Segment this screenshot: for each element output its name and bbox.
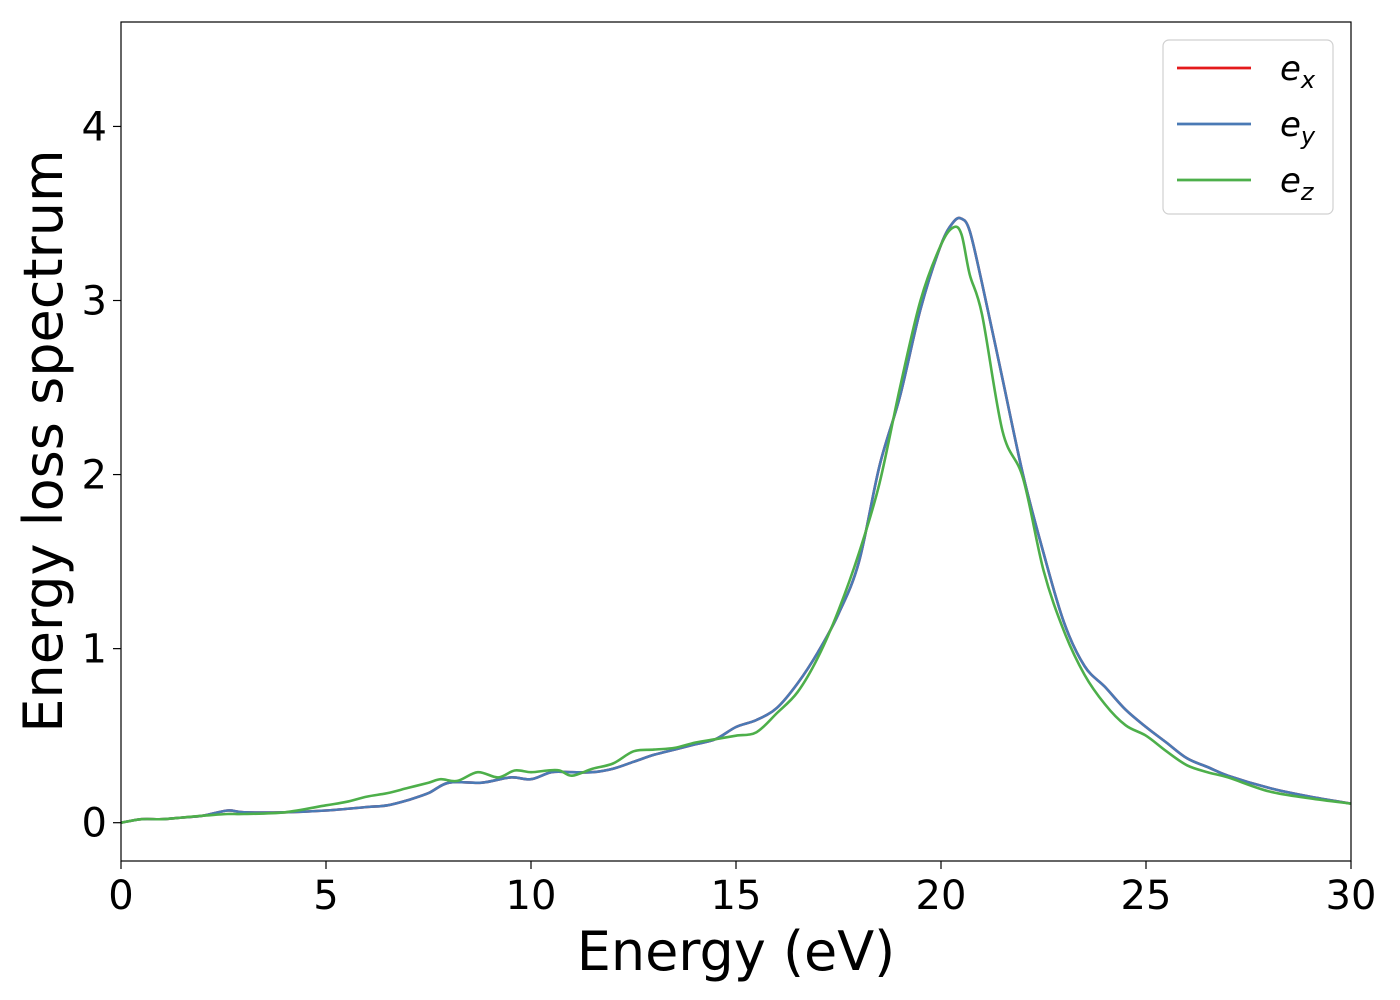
legend-label-z: ez — [1280, 161, 1315, 206]
series-line-y — [120, 216, 1352, 824]
y-tick-label: 3 — [82, 279, 107, 325]
y-tick-label: 0 — [82, 801, 107, 847]
legend-label-x: ex — [1280, 49, 1316, 94]
legend: ex ey ez — [1162, 39, 1334, 215]
y-axis-label: Energy loss spectrum — [12, 149, 75, 732]
series-lines — [120, 216, 1352, 824]
x-tick-label: 20 — [916, 873, 967, 919]
x-tick-label: 5 — [313, 873, 338, 919]
y-tick-label: 1 — [82, 627, 107, 673]
series-line-z — [120, 225, 1352, 824]
x-axis-label: Energy (eV) — [577, 920, 896, 983]
x-tick-label: 30 — [1326, 873, 1377, 919]
x-axis-ticks: 0 5 10 15 20 25 30 — [108, 861, 1376, 919]
x-tick-label: 10 — [506, 873, 557, 919]
x-tick-label: 25 — [1121, 873, 1172, 919]
y-tick-label: 2 — [82, 453, 107, 499]
x-tick-label: 0 — [108, 873, 133, 919]
series-line-x — [120, 216, 1352, 824]
legend-label-y: ey — [1280, 105, 1316, 150]
x-tick-label: 15 — [711, 873, 762, 919]
legend-box — [1162, 39, 1334, 215]
y-tick-label: 4 — [82, 104, 107, 150]
y-axis-ticks: 0 1 2 3 4 — [82, 104, 121, 847]
